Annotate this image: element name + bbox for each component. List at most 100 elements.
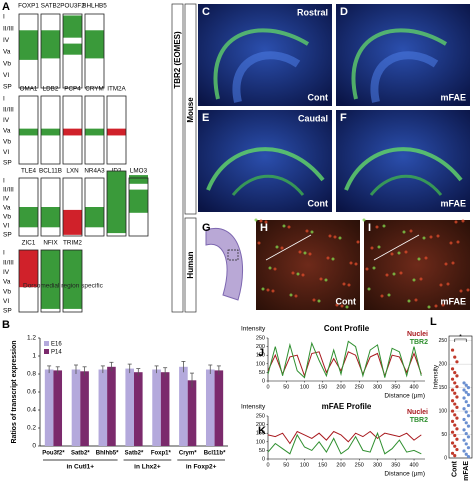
legend-swatch <box>44 349 49 354</box>
data-point <box>464 442 468 446</box>
cell <box>259 219 263 223</box>
plot-frame <box>448 335 473 459</box>
cell <box>451 261 455 265</box>
micrograph <box>198 110 332 212</box>
data-point <box>464 421 468 425</box>
expression-band <box>107 128 126 136</box>
x-tick-label: 150 <box>318 462 327 468</box>
line-series <box>267 431 422 455</box>
cell <box>345 305 349 309</box>
expression-band <box>85 30 104 59</box>
gene-column <box>84 95 105 165</box>
layer-label: Va <box>3 49 11 56</box>
cell <box>377 245 381 249</box>
x-tick-label: 350 <box>391 384 400 390</box>
panel-label: A <box>2 1 10 13</box>
bar <box>107 366 116 446</box>
data-point <box>455 374 459 378</box>
cell <box>301 273 305 277</box>
panel-label: F <box>340 112 347 124</box>
layer-label: SP <box>3 84 12 91</box>
data-point <box>453 371 457 375</box>
x-tick-label: 100 <box>300 462 309 468</box>
cell <box>441 303 445 307</box>
cell <box>429 235 433 239</box>
y-tick-label: 50 <box>259 370 265 376</box>
data-point <box>453 391 457 395</box>
tissue-section <box>205 227 244 301</box>
x-tick-label: 200 <box>336 384 345 390</box>
cell <box>328 234 332 238</box>
y-tick-label: 150 <box>256 353 265 359</box>
cell <box>404 250 408 254</box>
image-condition: Cont <box>336 296 357 306</box>
panel-label: L <box>430 316 437 328</box>
expression-band <box>19 250 38 288</box>
cell <box>365 267 369 271</box>
cell <box>254 218 258 222</box>
layer-label: IV <box>3 37 10 44</box>
data-point <box>453 381 457 385</box>
bar <box>187 380 197 446</box>
x-tick-label: Bcl11b* <box>204 451 226 457</box>
bar <box>125 368 134 446</box>
group-label: in Foxp2+ <box>186 464 217 471</box>
y-tick-label: 0.8 <box>27 371 36 378</box>
profile-line <box>265 234 312 261</box>
x-tick-label: 50 <box>283 384 289 390</box>
expression-band <box>107 171 126 234</box>
panel-label: E <box>202 112 209 124</box>
cell <box>414 298 418 302</box>
data-point <box>450 430 455 434</box>
x-tick-label: Satb2* <box>125 451 144 457</box>
cell <box>385 273 389 277</box>
layer-label: IV <box>3 117 10 124</box>
data-point <box>462 428 466 432</box>
cell <box>264 220 268 224</box>
gene-label: NFIX <box>43 240 58 247</box>
gene-label: TRIM2 <box>63 240 82 247</box>
expression-band <box>129 189 148 213</box>
expression-band <box>63 43 82 55</box>
cell <box>397 251 401 255</box>
layer-label: Va <box>3 205 11 212</box>
cell <box>454 220 458 224</box>
bar <box>44 369 54 446</box>
x-tick-label: Bhlhb5* <box>96 451 119 457</box>
legend-label: E16 <box>51 342 62 348</box>
tissue-band <box>351 28 448 100</box>
y-tick-label: 0 <box>32 443 36 450</box>
data-point <box>466 446 471 450</box>
layer-label: VI <box>3 149 9 156</box>
cell <box>407 299 411 303</box>
cell <box>268 266 272 270</box>
cell <box>287 225 291 229</box>
cell <box>298 250 302 254</box>
x-tick-label: 250 <box>355 462 364 468</box>
x-tick-label: 200 <box>336 462 345 468</box>
y-tick-label: 0 <box>262 378 265 384</box>
micrograph <box>256 220 360 310</box>
layer-label: SP <box>3 232 12 239</box>
cell <box>399 271 403 275</box>
gene-label: ZIC1 <box>22 240 36 247</box>
group-label: in Lhx2+ <box>134 464 161 471</box>
gene-label: POU3F2 <box>60 3 85 10</box>
cell <box>402 230 406 234</box>
y-tick-label: 150 <box>439 385 448 391</box>
cell <box>419 277 423 281</box>
layer-label: SP <box>3 308 12 315</box>
legend-swatch <box>44 341 49 346</box>
panel-label: H <box>260 222 268 234</box>
layer-label: Vb <box>3 60 11 67</box>
profile-line <box>373 234 420 261</box>
layer-label: I <box>3 250 5 257</box>
tissue-band <box>370 51 439 103</box>
cell <box>317 299 321 303</box>
data-point <box>462 407 466 411</box>
gene-column <box>18 95 39 165</box>
micrograph <box>336 110 470 212</box>
line-series <box>267 340 422 379</box>
gene-label: LXN <box>66 168 79 175</box>
expression-band <box>63 15 82 38</box>
